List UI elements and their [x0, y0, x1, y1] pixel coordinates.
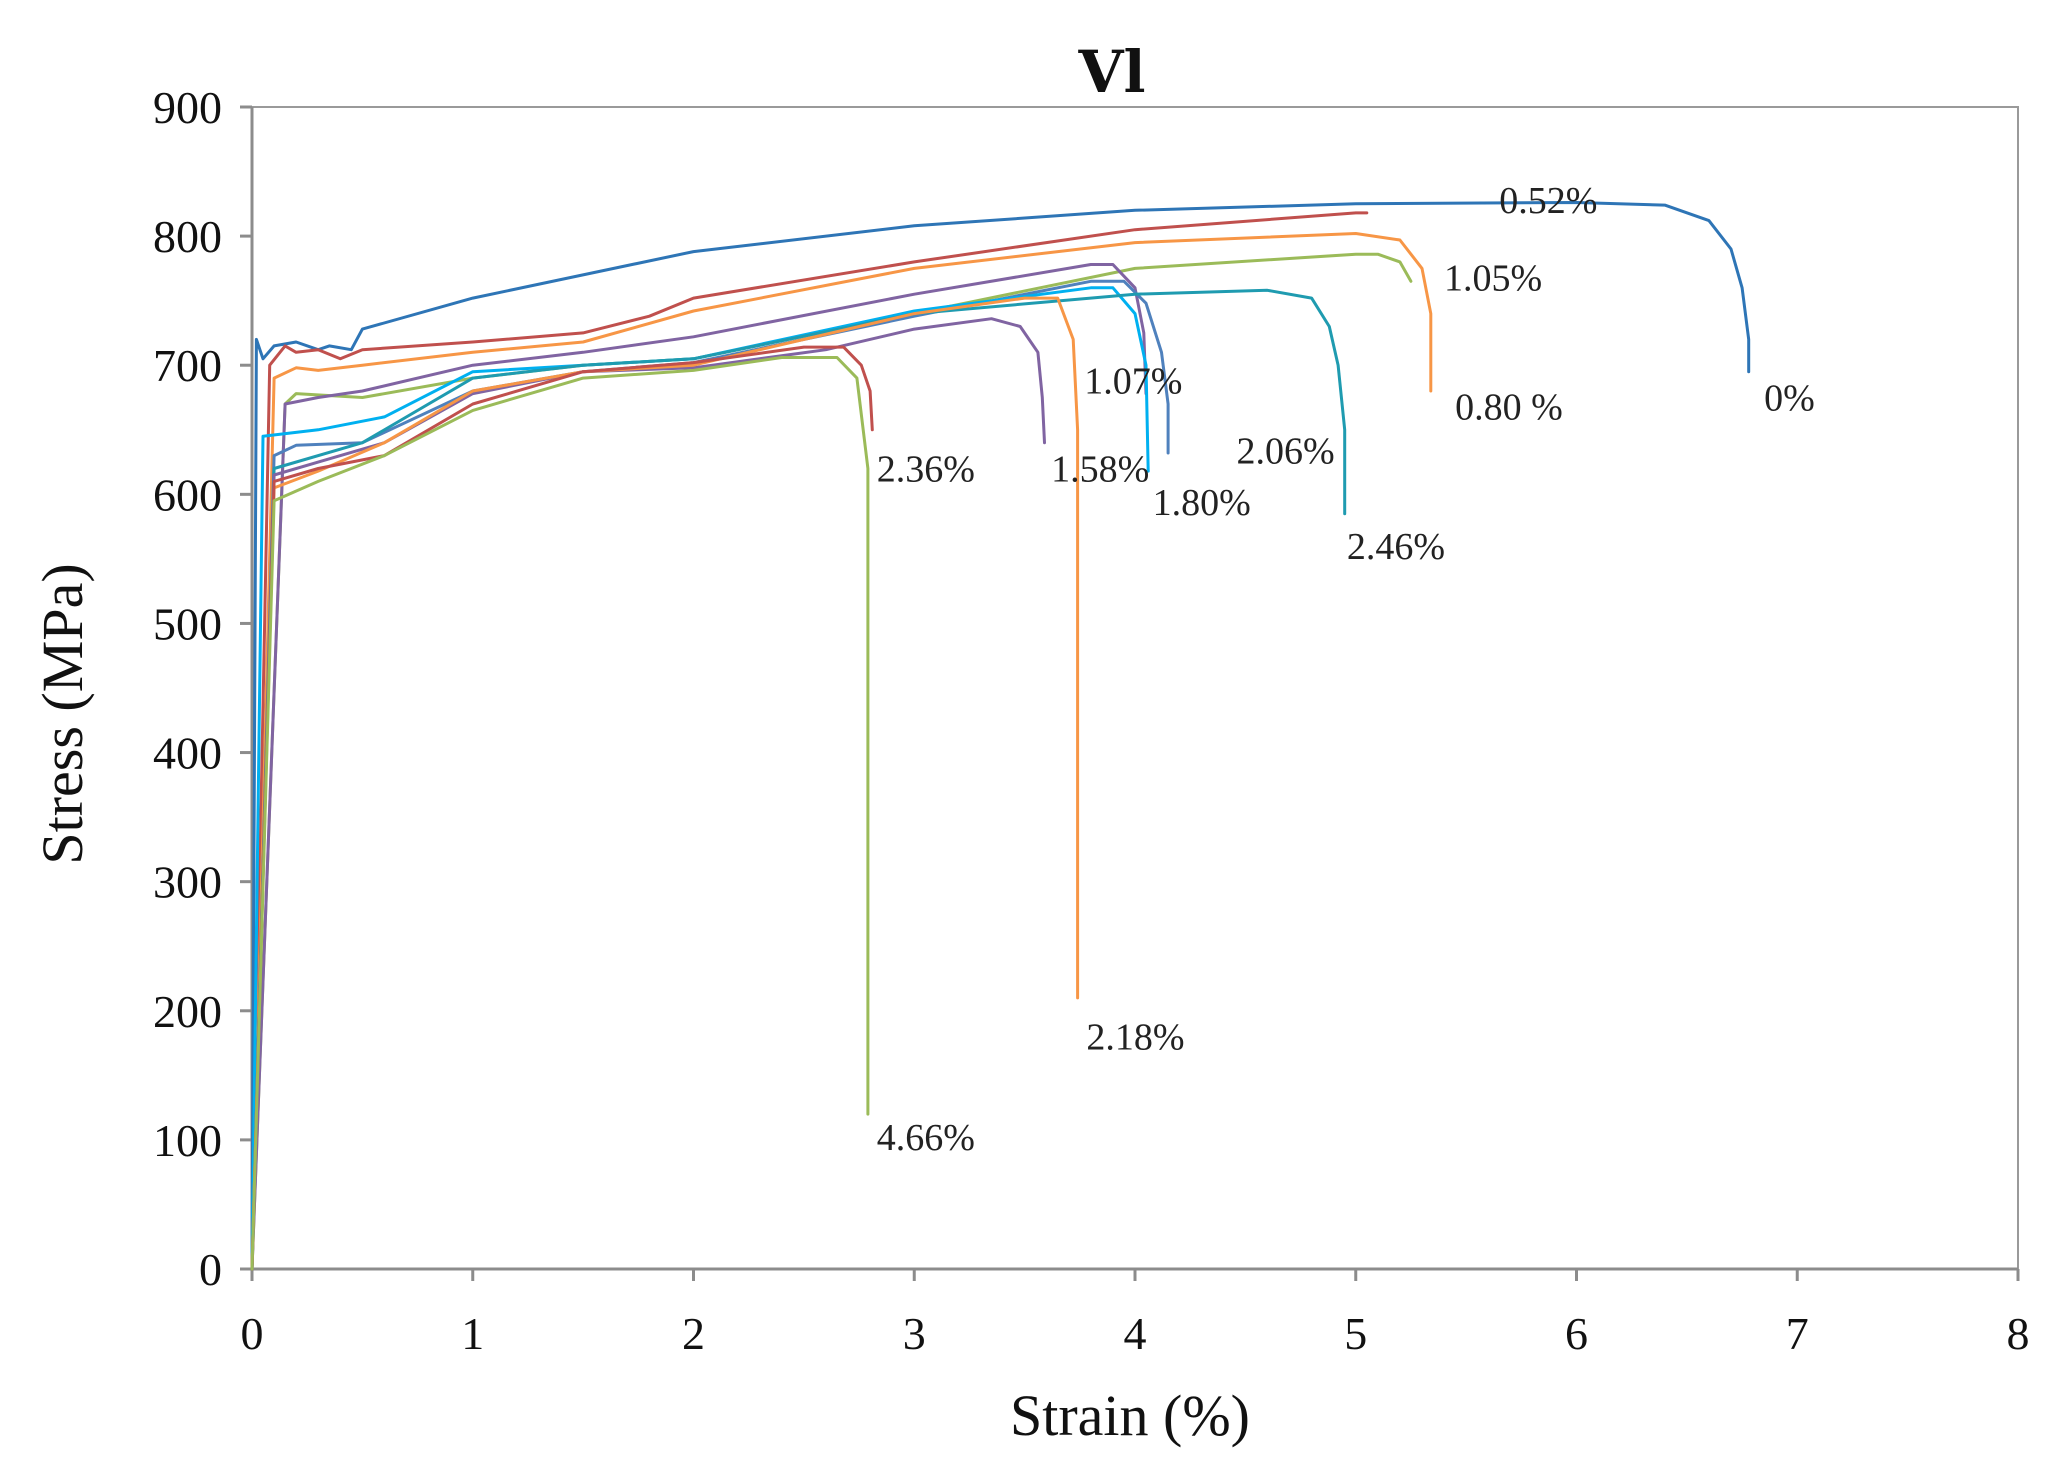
x-tick-label: 6 [1565, 1308, 1588, 1359]
series-line-1-07 [250, 263, 1148, 1271]
series-line-2-46 [250, 288, 1347, 1271]
series-line-2-18 [250, 296, 1080, 1271]
curve-annotation: 1.07% [1084, 361, 1182, 403]
x-tick-label: 0 [241, 1308, 264, 1359]
x-tick-label: 3 [903, 1308, 926, 1359]
x-axis-ticks: 0 1 2 3 4 5 6 7 8 [241, 1269, 2030, 1359]
series-line-4-66 [250, 356, 870, 1271]
y-tick-label: 800 [153, 211, 222, 262]
y-tick-label: 500 [153, 598, 222, 649]
y-tick-label: 0 [199, 1244, 222, 1295]
x-tick-label: 4 [1124, 1308, 1147, 1359]
curve-annotation: 2.46% [1347, 526, 1445, 568]
chart-title: Vl [1077, 38, 1145, 106]
curve-annotation: 0.80 % [1455, 386, 1563, 428]
curve-annotation: 4.66% [877, 1117, 975, 1159]
curve-annotation: 1.80% [1153, 482, 1251, 524]
series-line-0 [250, 201, 1751, 1271]
series-line-0-52 [250, 211, 1369, 1271]
y-tick-label: 600 [153, 469, 222, 520]
y-tick-label: 300 [153, 857, 222, 908]
y-tick-label: 700 [153, 340, 222, 391]
series-lines [250, 201, 1751, 1271]
series-line-2-36 [250, 345, 874, 1271]
y-tick-label: 100 [153, 1115, 222, 1166]
y-tick-label: 200 [153, 986, 222, 1037]
x-tick-label: 7 [1786, 1308, 1809, 1359]
y-tick-label: 400 [153, 728, 222, 779]
curve-annotation: 1.05% [1444, 257, 1542, 299]
x-tick-label: 1 [461, 1308, 484, 1359]
curve-annotation: 2.18% [1086, 1017, 1184, 1059]
curve-annotation: 0% [1764, 377, 1815, 419]
x-tick-label: 8 [2007, 1308, 2030, 1359]
curve-annotation: 0.52% [1499, 180, 1597, 222]
y-axis-ticks: 0 100 200 300 400 500 600 700 800 900 [153, 82, 252, 1295]
x-tick-label: 5 [1344, 1308, 1367, 1359]
curve-annotation: 2.36% [877, 448, 975, 490]
x-axis-label: Strain (%) [1010, 1383, 1250, 1448]
y-axis-label: Stress (MPa) [30, 563, 95, 864]
series-line-0-80 [250, 232, 1433, 1271]
x-tick-label: 2 [682, 1308, 705, 1359]
series-line-1-58 [250, 317, 1046, 1271]
y-tick-label: 900 [153, 82, 222, 133]
curve-annotations: 0.52% 1.05% 0.80 % 0% 1.07% 2.06% 1.80% 2.46% 2.… [877, 180, 1815, 1159]
curve-annotation: 2.06% [1237, 430, 1335, 472]
curve-annotation: 1.58% [1051, 448, 1149, 490]
